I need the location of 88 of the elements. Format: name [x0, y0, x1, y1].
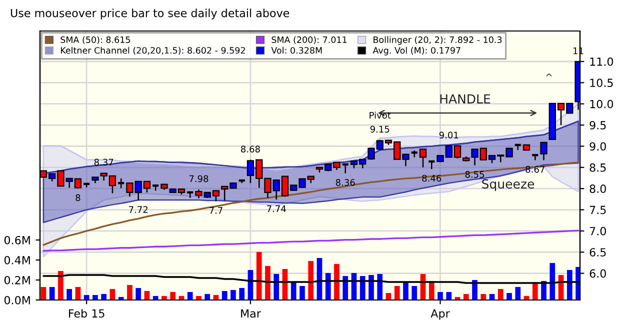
annotation: 9.01 [439, 132, 458, 138]
y-tick-label: 9.5 [590, 121, 606, 130]
bar [290, 282, 296, 300]
bar [498, 289, 504, 300]
x-tick-label: Feb 15 [69, 309, 104, 318]
y-tick-label: 7.5 [590, 206, 606, 214]
bar [239, 288, 245, 300]
bar [360, 276, 366, 300]
annotation: ^ [546, 74, 552, 76]
bar [92, 295, 98, 300]
bar [66, 289, 72, 300]
bar [265, 266, 270, 300]
bar [300, 286, 305, 300]
bar [75, 287, 81, 300]
line-series [42, 230, 580, 252]
annotation: 7.72 [129, 206, 148, 213]
annotation: 7.74 [267, 205, 286, 212]
x-tick-label: Apr [430, 309, 450, 320]
bar [446, 292, 452, 300]
bar [49, 287, 55, 300]
y2-tick-label: 0.4M [4, 256, 30, 264]
annotation: Squeeze [482, 179, 534, 192]
legend-label: Avg. Vol (M): 0.1797 [372, 46, 460, 56]
bar [196, 296, 202, 300]
bar [368, 275, 374, 300]
bar [472, 280, 478, 300]
bar [127, 285, 132, 300]
y-tick-label: 9.0 [590, 142, 606, 151]
bar [438, 292, 443, 300]
annotation: 8.55 [465, 171, 484, 178]
annotation: Pivot [370, 112, 391, 119]
legend-label: Vol: 0.328M [271, 46, 322, 54]
bar [101, 294, 107, 300]
bar [256, 252, 262, 300]
bar [403, 282, 408, 300]
annotation: 8 [76, 194, 80, 202]
legend-label: Bollinger (20, 2): 7.892 - 10.3 [374, 36, 502, 45]
bar [550, 263, 556, 300]
bar [412, 286, 418, 300]
bar [377, 274, 383, 300]
candlestick [540, 142, 548, 161]
bar [515, 287, 521, 300]
bar [230, 290, 236, 300]
bar [325, 273, 331, 300]
annotation: 8.36 [336, 179, 355, 186]
y-tick-label: 8.0 [590, 184, 606, 193]
y-tick-label: 7.0 [590, 226, 606, 236]
legend-label: SMA (200): 7.011 [272, 36, 347, 44]
y-tick-label: 11.0 [590, 57, 614, 66]
y2-tick-label: 0.0M [4, 296, 30, 304]
candlestick [419, 148, 427, 168]
bar [480, 294, 486, 300]
bar [162, 296, 167, 300]
bar [394, 286, 400, 300]
bar [308, 261, 314, 300]
bar [463, 294, 469, 300]
y2-tick-label: 0.2M [4, 276, 30, 284]
bar [334, 264, 340, 300]
bar [136, 288, 142, 300]
y-tick-label: 10.5 [590, 78, 613, 88]
y-tick-label: 6.0 [590, 269, 606, 278]
bar [506, 293, 512, 300]
bar [84, 295, 90, 300]
annotation: 8.68 [241, 146, 260, 152]
bar [222, 291, 228, 300]
legend-label: SMA (50): 8.615 [60, 36, 130, 44]
bar [204, 294, 210, 300]
annotation: HANDLE [440, 94, 490, 104]
legend-label: Keltner Channel (20,20,1.5): 8.602 - 9.592 [60, 46, 245, 55]
annotation: 7.98 [189, 175, 208, 182]
bar [274, 274, 280, 300]
bar [187, 292, 193, 300]
bar [152, 296, 158, 300]
annotation: 9.15 [370, 126, 390, 133]
annotation: 8.67 [526, 166, 544, 173]
x-tick-label: Mar [241, 309, 261, 318]
y-tick-label: 8.5 [590, 163, 606, 172]
y2-tick-label: 0.6M [4, 236, 30, 244]
bar [58, 271, 64, 300]
bar [342, 276, 348, 300]
y-tick-label: 10.0 [590, 100, 614, 108]
annotation: 7.7 [210, 207, 222, 214]
annotation: 8.37 [94, 158, 114, 166]
bar [566, 270, 572, 300]
chart-title: Use mouseover price bar to see daily detail above [10, 8, 290, 20]
bar [170, 292, 176, 300]
bar [40, 287, 46, 300]
y-tick-label: 6.5 [590, 248, 606, 257]
